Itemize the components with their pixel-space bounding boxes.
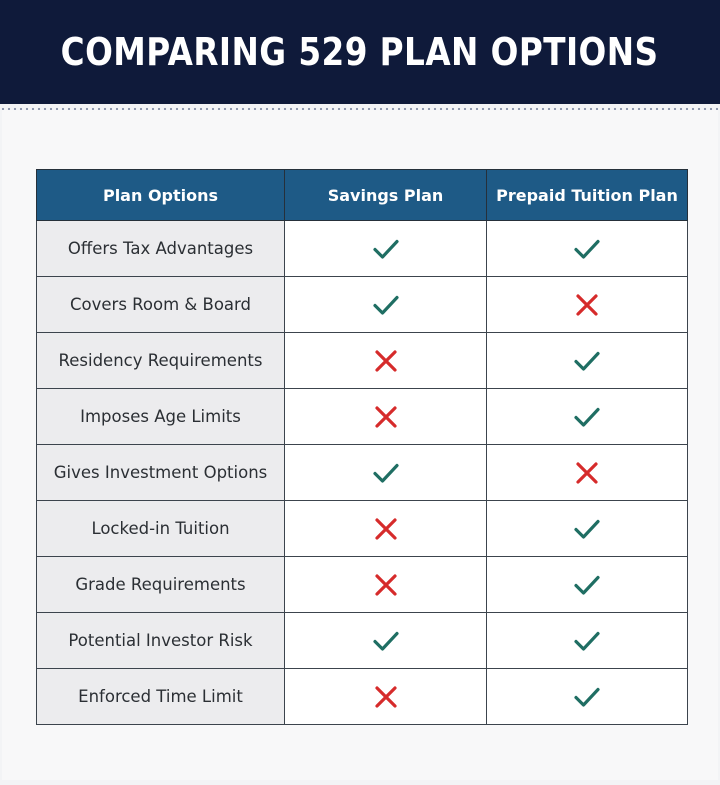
check-icon xyxy=(573,518,601,539)
table-row: Residency Requirements xyxy=(36,332,688,389)
row-label: Grade Requirements xyxy=(36,556,285,613)
row-label: Gives Investment Options xyxy=(36,444,285,501)
prepaid-cell xyxy=(486,220,688,277)
savings-cell xyxy=(284,612,487,669)
savings-cell xyxy=(284,668,487,725)
cross-icon xyxy=(575,461,599,484)
header-prepaid-tuition-plan: Prepaid Tuition Plan xyxy=(486,169,688,221)
savings-cell xyxy=(284,388,487,445)
check-icon xyxy=(573,686,601,707)
check-icon xyxy=(372,630,400,651)
check-icon xyxy=(573,238,601,259)
title-banner: COMPARING 529 PLAN OPTIONS xyxy=(0,0,720,104)
prepaid-cell xyxy=(486,332,688,389)
header-plan-options: Plan Options xyxy=(36,169,285,221)
prepaid-cell xyxy=(486,500,688,557)
table-row: Grade Requirements xyxy=(36,556,688,613)
check-icon xyxy=(573,574,601,595)
savings-cell xyxy=(284,276,487,333)
prepaid-cell xyxy=(486,668,688,725)
row-label: Residency Requirements xyxy=(36,332,285,389)
prepaid-cell xyxy=(486,388,688,445)
table-row: Gives Investment Options xyxy=(36,444,688,501)
dotted-divider xyxy=(0,104,720,110)
cross-icon xyxy=(374,685,398,708)
cross-icon xyxy=(575,293,599,316)
row-label: Offers Tax Advantages xyxy=(36,220,285,277)
header-savings-plan: Savings Plan xyxy=(284,169,487,221)
savings-cell xyxy=(284,500,487,557)
check-icon xyxy=(372,238,400,259)
cross-icon xyxy=(374,573,398,596)
check-icon xyxy=(573,406,601,427)
savings-cell xyxy=(284,332,487,389)
prepaid-cell xyxy=(486,556,688,613)
cross-icon xyxy=(374,517,398,540)
row-label: Enforced Time Limit xyxy=(36,668,285,725)
table-row: Enforced Time Limit xyxy=(36,668,688,725)
header-row: Plan Options Savings Plan Prepaid Tuitio… xyxy=(36,169,688,221)
savings-cell xyxy=(284,556,487,613)
table-body: Offers Tax Advantages Covers Room & Board… xyxy=(36,220,688,725)
row-label: Covers Room & Board xyxy=(36,276,285,333)
cross-icon xyxy=(374,349,398,372)
check-icon xyxy=(372,462,400,483)
check-icon xyxy=(372,294,400,315)
cross-icon xyxy=(374,405,398,428)
table-row: Potential Investor Risk xyxy=(36,612,688,669)
table-row: Locked-in Tuition xyxy=(36,500,688,557)
table-row: Imposes Age Limits xyxy=(36,388,688,445)
table-row: Covers Room & Board xyxy=(36,276,688,333)
row-label: Potential Investor Risk xyxy=(36,612,285,669)
table-row: Offers Tax Advantages xyxy=(36,220,688,277)
row-label: Imposes Age Limits xyxy=(36,388,285,445)
comparison-table: Plan Options Savings Plan Prepaid Tuitio… xyxy=(36,169,688,725)
check-icon xyxy=(573,350,601,371)
prepaid-cell xyxy=(486,612,688,669)
check-icon xyxy=(573,630,601,651)
prepaid-cell xyxy=(486,444,688,501)
savings-cell xyxy=(284,444,487,501)
savings-cell xyxy=(284,220,487,277)
row-label: Locked-in Tuition xyxy=(36,500,285,557)
prepaid-cell xyxy=(486,276,688,333)
page-title: COMPARING 529 PLAN OPTIONS xyxy=(61,30,659,74)
